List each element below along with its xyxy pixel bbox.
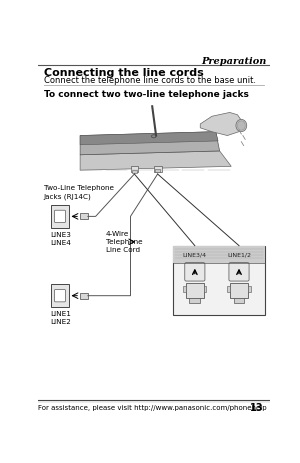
Bar — [173, 246, 265, 263]
Polygon shape — [80, 132, 218, 145]
Bar — [132, 171, 137, 174]
Bar — [189, 298, 200, 303]
Text: To connect two two-line telephone jacks: To connect two two-line telephone jacks — [44, 89, 249, 99]
Ellipse shape — [152, 136, 156, 138]
Bar — [155, 170, 160, 173]
Text: Connect the telephone line cords to the base unit.: Connect the telephone line cords to the … — [44, 75, 256, 85]
Ellipse shape — [236, 120, 247, 132]
Bar — [154, 166, 161, 172]
Text: 4-Wire
Telephone
Line Cord: 4-Wire Telephone Line Cord — [106, 231, 142, 253]
Bar — [80, 293, 88, 299]
Polygon shape — [80, 151, 231, 171]
Text: 13: 13 — [250, 402, 264, 412]
Polygon shape — [200, 113, 243, 136]
Polygon shape — [80, 132, 220, 156]
FancyBboxPatch shape — [52, 206, 68, 228]
Bar — [248, 286, 250, 292]
FancyBboxPatch shape — [55, 211, 65, 223]
FancyBboxPatch shape — [185, 283, 204, 298]
Bar — [227, 286, 230, 292]
Bar — [183, 286, 185, 292]
Text: LINE3
LINE4: LINE3 LINE4 — [50, 232, 71, 245]
Bar — [80, 214, 88, 220]
Bar — [204, 286, 206, 292]
FancyBboxPatch shape — [229, 263, 249, 282]
Text: LINE1/2: LINE1/2 — [227, 252, 251, 257]
Ellipse shape — [238, 122, 245, 131]
Text: LINE3/4: LINE3/4 — [183, 252, 207, 257]
Bar — [130, 167, 138, 173]
FancyBboxPatch shape — [185, 263, 205, 282]
FancyBboxPatch shape — [55, 290, 65, 302]
Bar — [173, 246, 265, 315]
FancyBboxPatch shape — [52, 285, 68, 307]
Text: Preparation: Preparation — [201, 57, 266, 66]
Text: Connecting the line cords: Connecting the line cords — [44, 68, 203, 77]
Bar — [234, 298, 244, 303]
FancyBboxPatch shape — [230, 283, 248, 298]
Text: Two-Line Telephone
Jacks (RJ14C): Two-Line Telephone Jacks (RJ14C) — [44, 185, 114, 199]
Text: For assistance, please visit http://www.panasonic.com/phonehelp: For assistance, please visit http://www.… — [38, 404, 266, 410]
Text: LINE1
LINE2: LINE1 LINE2 — [50, 311, 71, 324]
